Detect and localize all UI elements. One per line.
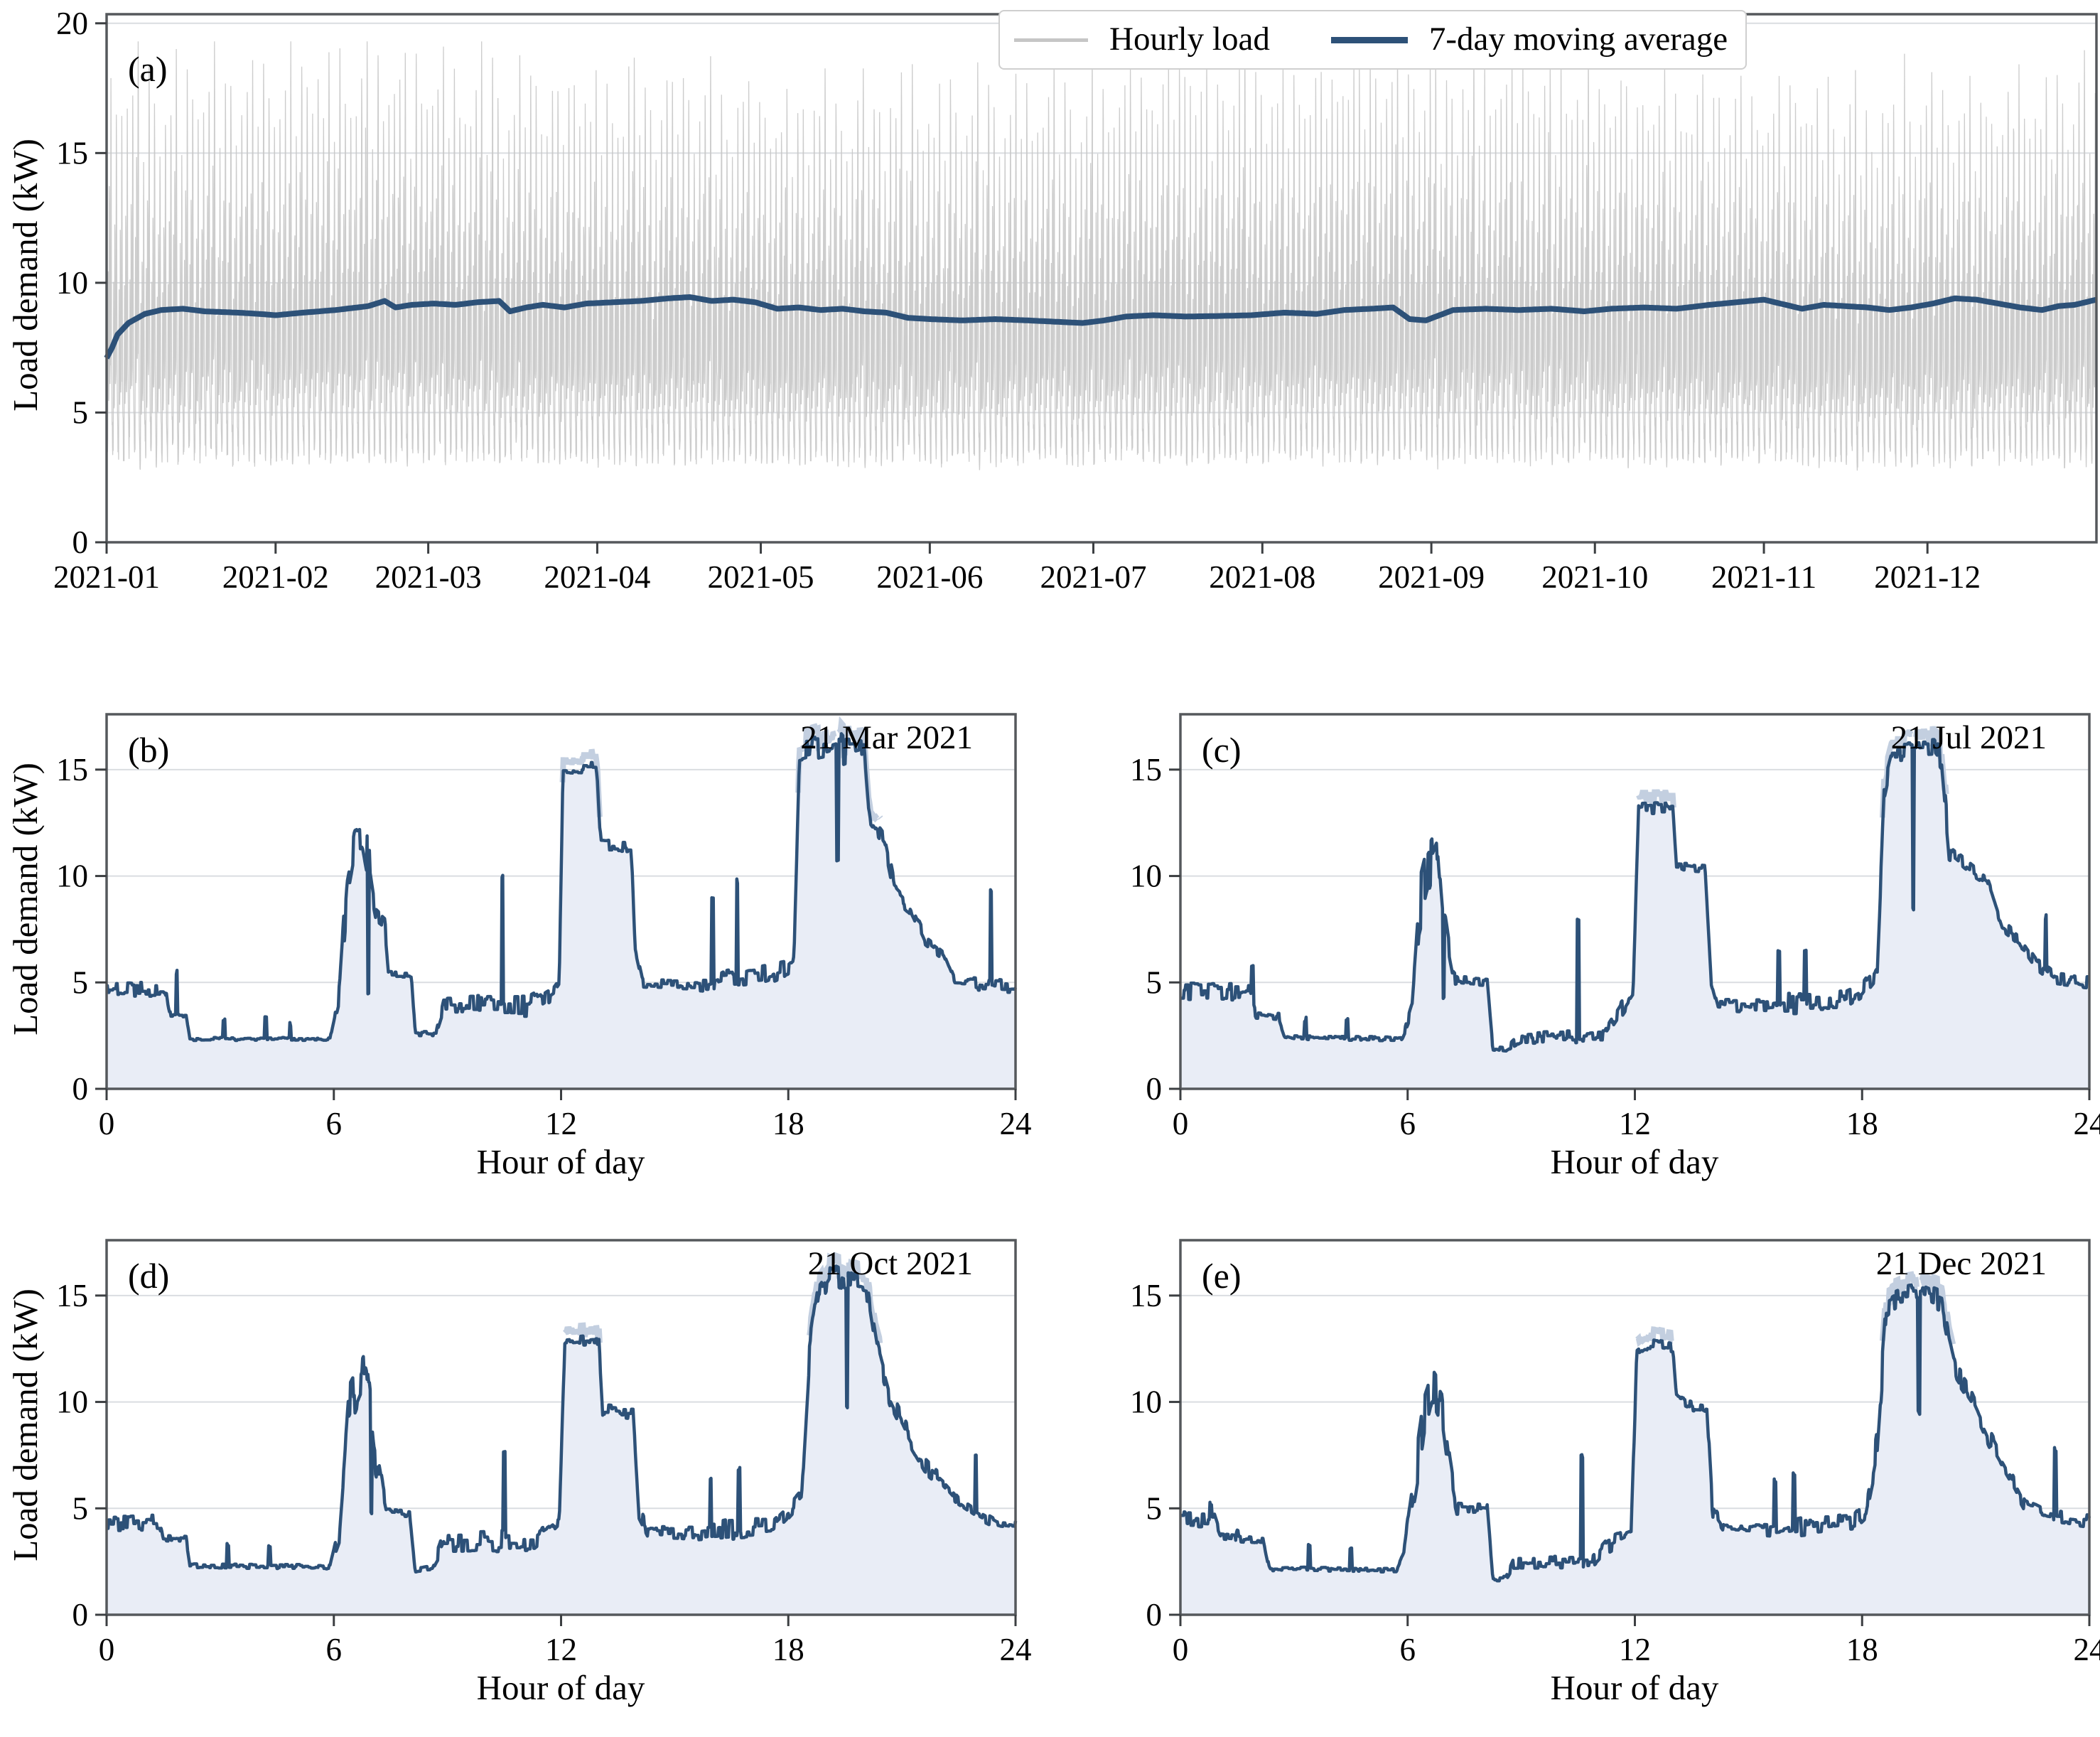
x-tick-label: 12 — [545, 1632, 577, 1667]
panel-d-ylabel: Load demand (kW) — [6, 1289, 45, 1561]
panel-e-xlabel: Hour of day — [1550, 1668, 1719, 1707]
x-tick-label: 6 — [1400, 1106, 1416, 1141]
panel-b-xlabel: Hour of day — [476, 1142, 645, 1181]
y-tick-label: 0 — [72, 525, 89, 560]
y-tick-label: 15 — [56, 1278, 88, 1313]
x-tick-label: 2021-09 — [1378, 559, 1485, 595]
hourly-load-legend-line — [1014, 38, 1088, 42]
x-tick-label: 6 — [1400, 1632, 1416, 1667]
hourly-load-legend-label: Hourly load — [1109, 21, 1270, 58]
y-tick-label: 5 — [72, 964, 89, 1000]
y-tick-label: 0 — [1146, 1597, 1163, 1633]
y-tick-label: 5 — [72, 1490, 89, 1526]
moving-average-line — [104, 294, 2097, 360]
load-series-line — [105, 1264, 1018, 1574]
panel-c-letter: (c) — [1202, 730, 1242, 770]
panel-c-xlabel: Hour of day — [1550, 1142, 1719, 1181]
hourly-load-series — [106, 41, 2097, 471]
panel-d-annotation: 21 Oct 2021 — [807, 1245, 973, 1282]
panel-e-letter: (e) — [1202, 1256, 1242, 1296]
x-tick-label: 18 — [1846, 1106, 1878, 1141]
panel-b-annotation: 21 Mar 2021 — [800, 719, 973, 756]
x-tick-label: 2021-10 — [1541, 559, 1648, 595]
y-tick-label: 10 — [1130, 859, 1162, 894]
y-tick-label: 5 — [1146, 964, 1163, 1000]
panel-e-annotation: 21 Dec 2021 — [1875, 1245, 2047, 1282]
load-series-fill — [1180, 739, 2089, 1089]
y-tick-label: 15 — [56, 135, 88, 171]
x-tick-label: 2021-07 — [1040, 559, 1146, 595]
load-series-line — [1179, 738, 2091, 1053]
y-tick-label: 10 — [56, 859, 88, 894]
x-tick-label: 24 — [2074, 1106, 2100, 1141]
x-tick-label: 18 — [1846, 1632, 1878, 1667]
x-tick-label: 2021-04 — [544, 559, 650, 595]
x-tick-label: 12 — [1619, 1106, 1651, 1141]
x-tick-label: 24 — [2074, 1632, 2100, 1667]
x-tick-label: 6 — [326, 1632, 343, 1667]
x-tick-label: 2021-03 — [375, 559, 482, 595]
x-tick-label: 12 — [545, 1106, 577, 1141]
load-series-line — [105, 732, 1018, 1043]
panel-b-letter: (b) — [128, 730, 170, 770]
x-tick-label: 0 — [1173, 1106, 1189, 1141]
x-tick-label: 2021-08 — [1209, 559, 1315, 595]
x-tick-label: 2021-06 — [876, 559, 983, 595]
x-tick-label: 2021-02 — [222, 559, 329, 595]
panel-a-letter: (a) — [128, 49, 168, 89]
y-tick-label: 15 — [1130, 1278, 1162, 1313]
y-tick-label: 10 — [56, 265, 88, 301]
y-tick-label: 0 — [72, 1071, 89, 1107]
load-series-fill — [107, 1266, 1016, 1615]
load-series-line — [1179, 1283, 2091, 1583]
x-tick-label: 2021-12 — [1874, 559, 1981, 595]
moving-average-legend-line — [1330, 36, 1408, 43]
x-tick-label: 0 — [99, 1106, 115, 1141]
x-tick-label: 2021-05 — [708, 559, 814, 595]
panel-a-ylabel: Load demand (kW) — [6, 139, 45, 412]
moving-average-legend-label: 7-day moving average — [1428, 21, 1728, 58]
y-tick-label: 15 — [1130, 752, 1162, 787]
x-tick-label: 2021-01 — [53, 559, 160, 595]
y-tick-label: 20 — [56, 6, 88, 41]
panel-c-annotation: 21 Jul 2021 — [1890, 719, 2047, 756]
x-tick-label: 12 — [1619, 1632, 1651, 1667]
x-tick-label: 18 — [772, 1106, 804, 1141]
y-tick-label: 5 — [72, 394, 89, 430]
y-tick-label: 0 — [72, 1597, 89, 1633]
panel-b-ylabel: Load demand (kW) — [6, 763, 45, 1036]
x-tick-label: 0 — [99, 1632, 115, 1667]
y-tick-label: 5 — [1146, 1490, 1163, 1526]
x-tick-label: 24 — [1000, 1632, 1032, 1667]
x-tick-label: 18 — [772, 1632, 804, 1667]
load-series-echo — [559, 716, 883, 823]
legend: Hourly load 7-day moving average — [998, 10, 1747, 70]
y-tick-label: 10 — [1130, 1384, 1162, 1420]
y-tick-label: 10 — [56, 1384, 88, 1420]
x-tick-label: 0 — [1173, 1632, 1189, 1667]
x-tick-label: 6 — [326, 1106, 343, 1141]
x-tick-label: 24 — [1000, 1106, 1032, 1141]
panel-d-letter: (d) — [128, 1256, 170, 1296]
x-tick-label: 2021-11 — [1711, 559, 1816, 595]
panel-d-xlabel: Hour of day — [476, 1668, 645, 1707]
y-tick-label: 15 — [56, 752, 88, 787]
y-tick-label: 0 — [1146, 1071, 1163, 1107]
